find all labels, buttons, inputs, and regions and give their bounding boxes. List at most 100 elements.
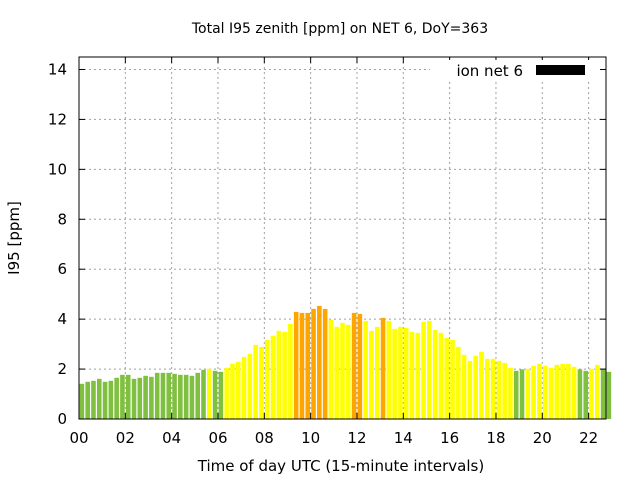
bar — [120, 374, 125, 419]
bar — [160, 372, 166, 419]
bar — [444, 337, 450, 419]
bar — [334, 326, 340, 419]
bar — [398, 326, 403, 419]
y-tick-label: 6 — [57, 260, 67, 278]
bar — [508, 367, 513, 419]
bar — [328, 319, 334, 419]
legend: ion net 6 — [430, 60, 600, 82]
bar — [560, 363, 565, 419]
bar — [137, 377, 143, 419]
bar — [143, 375, 148, 419]
bar — [340, 322, 345, 419]
legend-swatch — [536, 65, 585, 75]
x-tick-label: 16 — [440, 429, 459, 447]
bar — [496, 360, 502, 419]
bar — [484, 358, 490, 419]
x-tick-label: 08 — [255, 429, 274, 447]
bar — [409, 331, 415, 419]
bar — [374, 326, 380, 419]
x-tick-label: 20 — [533, 429, 552, 447]
y-tick-label: 12 — [48, 110, 67, 128]
bar — [525, 368, 531, 419]
bar — [293, 311, 299, 419]
bar — [207, 368, 212, 419]
x-axis-label: Time of day UTC (15-minute intervals) — [197, 457, 484, 475]
bars — [79, 305, 612, 419]
bar — [201, 369, 206, 419]
bar — [531, 365, 536, 419]
bar — [357, 313, 363, 419]
bar — [554, 364, 560, 419]
bar — [542, 365, 548, 419]
bar — [241, 356, 247, 419]
bar — [403, 327, 409, 419]
x-tick-label: 22 — [579, 429, 598, 447]
bar — [299, 312, 305, 419]
bar — [102, 381, 108, 419]
bar — [392, 328, 397, 419]
bar — [438, 332, 444, 419]
bar — [479, 351, 484, 419]
bar — [253, 344, 258, 419]
bar — [195, 372, 201, 419]
bar — [548, 367, 554, 419]
bar — [589, 368, 594, 419]
bar — [259, 346, 264, 419]
bar — [322, 308, 328, 419]
y-tick-label: 0 — [57, 410, 67, 428]
bar — [600, 369, 606, 419]
x-tick-label: 18 — [486, 429, 505, 447]
bar — [114, 377, 119, 419]
bar — [345, 324, 351, 419]
bar — [427, 320, 432, 419]
bar — [577, 369, 583, 419]
chart-title: Total I95 zenith [ppm] on NET 6, DoY=363 — [191, 21, 488, 37]
bar — [270, 335, 276, 419]
bar — [183, 374, 189, 419]
x-tick-label: 06 — [208, 429, 227, 447]
bar — [421, 321, 426, 419]
bar — [96, 378, 102, 419]
plot-frame — [78, 56, 607, 420]
bar — [432, 329, 438, 419]
bar — [380, 317, 386, 419]
bar — [91, 380, 96, 419]
bar — [311, 308, 316, 419]
bar — [172, 373, 177, 419]
bar — [386, 320, 392, 419]
y-tick-label: 4 — [57, 310, 67, 328]
bar — [456, 346, 461, 419]
bar — [519, 369, 525, 419]
bar — [595, 364, 600, 419]
legend-label: ion net 6 — [456, 62, 523, 80]
y-tick-label: 8 — [57, 210, 67, 228]
bar — [566, 363, 571, 419]
bar — [513, 370, 519, 419]
x-tick-label: 10 — [301, 429, 320, 447]
bar — [230, 363, 235, 419]
bar — [282, 331, 287, 419]
x-tick-label: 14 — [394, 429, 413, 447]
bar — [288, 323, 293, 419]
bar — [276, 330, 282, 419]
bar — [154, 372, 160, 419]
bar — [502, 362, 507, 419]
bar — [131, 378, 137, 419]
bar — [450, 339, 455, 419]
bar — [583, 370, 589, 419]
bar — [125, 374, 131, 419]
bar — [212, 370, 218, 419]
x-tick-label: 12 — [347, 429, 366, 447]
x-tick-label: 00 — [69, 429, 88, 447]
bar — [473, 355, 478, 419]
bar — [235, 361, 241, 419]
y-tick-label: 10 — [48, 160, 67, 178]
bar — [218, 371, 224, 419]
bar — [85, 381, 90, 419]
bar — [461, 354, 467, 419]
bar — [363, 320, 368, 419]
bar — [606, 371, 612, 419]
bar — [189, 375, 195, 419]
